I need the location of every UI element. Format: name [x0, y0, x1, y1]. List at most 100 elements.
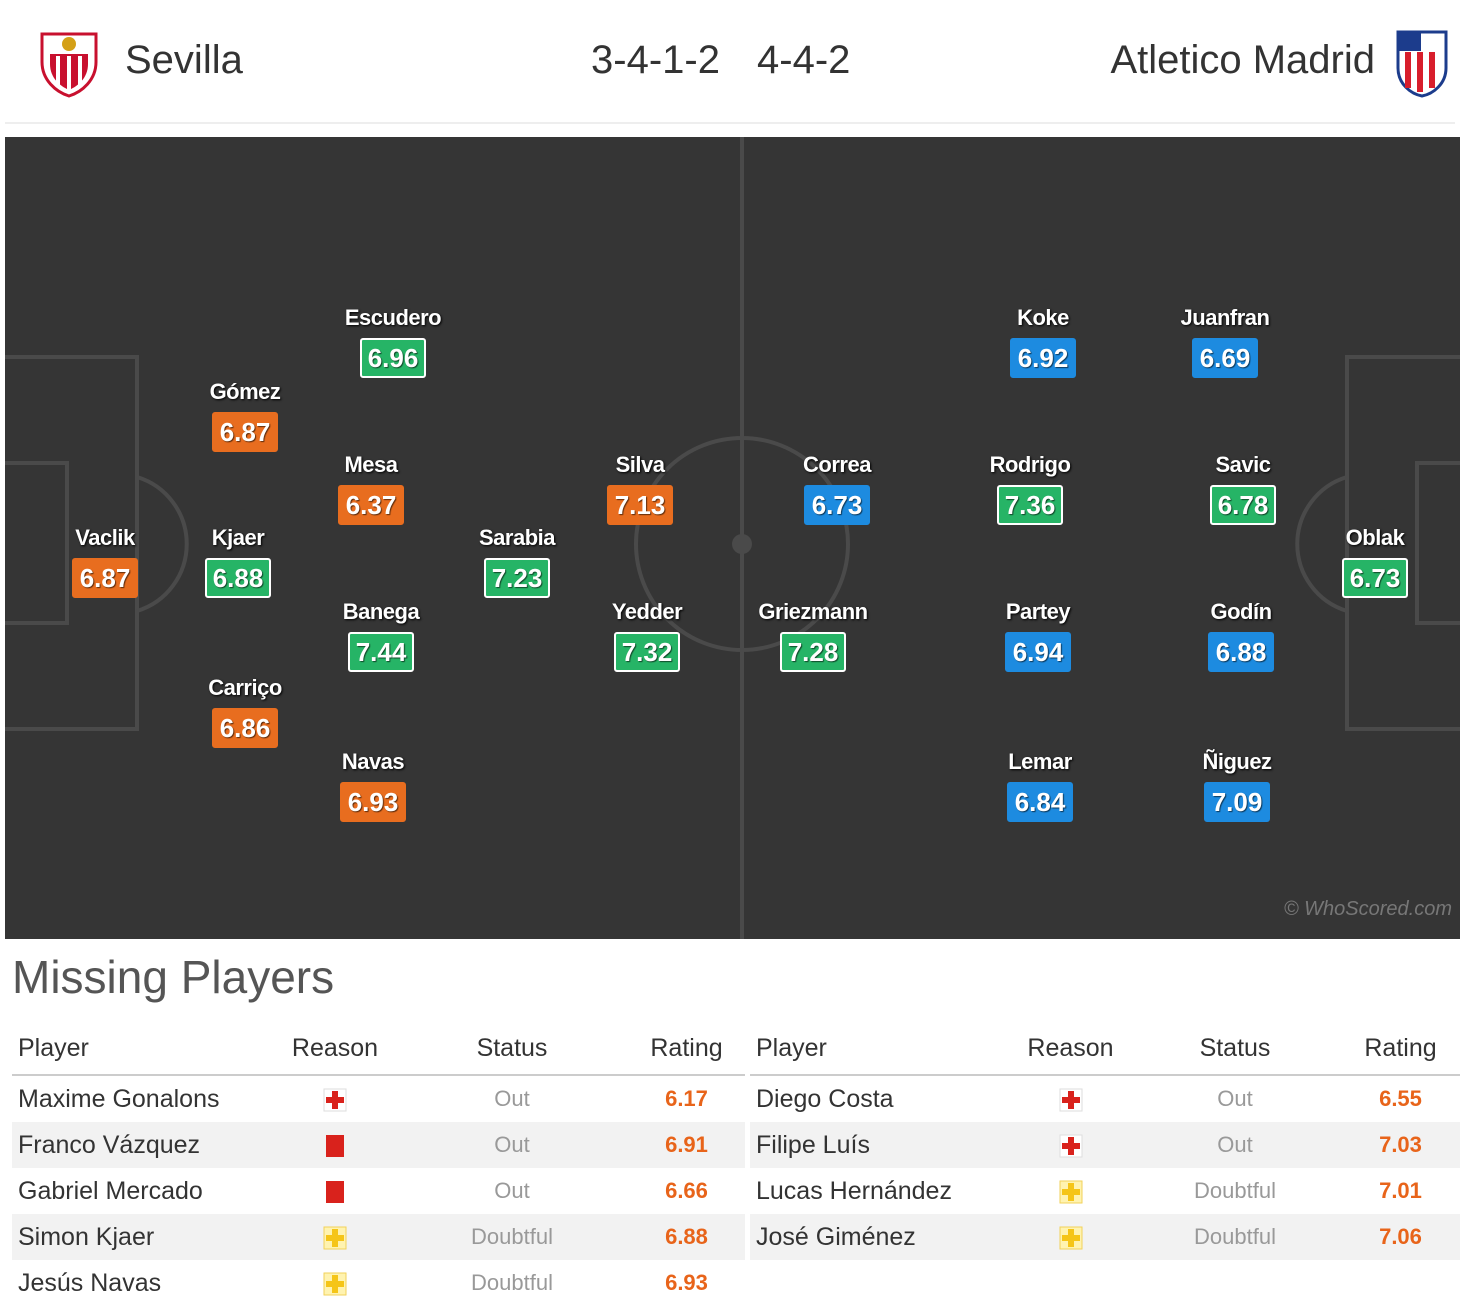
player-griezmann[interactable]: Griezmann 7.28 — [743, 599, 883, 672]
player-name: Gómez — [209, 379, 281, 404]
home-team-name[interactable]: Sevilla — [125, 38, 243, 82]
player-kjaer[interactable]: Kjaer 6.88 — [168, 525, 308, 598]
column-reason[interactable]: Reason — [1012, 1022, 1129, 1076]
player-name: Vaclik — [75, 525, 135, 550]
missing-player-name[interactable]: Gabriel Mercado — [18, 1176, 203, 1205]
player-name: Banega — [342, 599, 420, 624]
player-yedder[interactable]: Yedder 7.32 — [577, 599, 717, 672]
table-row[interactable]: Gabriel Mercado Out 6.66 — [12, 1168, 745, 1214]
red-card-icon — [323, 1134, 347, 1158]
status-cell: Doubtful — [396, 1214, 628, 1260]
missing-player-name[interactable]: José Giménez — [750, 1214, 1012, 1260]
rating-cell: 7.06 — [1341, 1214, 1460, 1260]
sevilla-crest-icon[interactable] — [38, 28, 100, 98]
player-rating: 7.28 — [779, 632, 847, 672]
player-niguez[interactable]: Ñiguez 7.09 — [1167, 749, 1307, 822]
reason-cell — [1012, 1075, 1129, 1122]
player-rating: 6.88 — [204, 558, 272, 598]
player-oblak[interactable]: Oblak 6.73 — [1305, 525, 1445, 598]
rating-cell: 6.93 — [665, 1270, 708, 1295]
column-status[interactable]: Status — [1129, 1022, 1341, 1076]
player-rating: 6.73 — [1341, 558, 1409, 598]
atletico-crest-icon[interactable] — [1395, 28, 1449, 98]
player-rating: 6.93 — [339, 782, 407, 822]
home-missing-table: Player Reason Status Rating Maxime Gonal… — [12, 1022, 745, 1306]
player-rating: 6.94 — [1004, 632, 1072, 672]
player-name: Kjaer — [211, 525, 265, 550]
doubtful-icon — [323, 1272, 347, 1296]
player-name: Oblak — [1345, 525, 1405, 550]
column-reason[interactable]: Reason — [274, 1022, 396, 1076]
missing-player-name[interactable]: Lucas Hernández — [756, 1176, 952, 1205]
pitch: Vaclik 6.87 Gómez 6.87 Kjaer 6.88 Carriç… — [5, 137, 1460, 939]
table-row[interactable]: Diego Costa Out 6.55 — [750, 1075, 1460, 1122]
column-rating[interactable]: Rating — [1341, 1022, 1460, 1076]
player-name: Escudero — [344, 305, 442, 330]
player-juanfran[interactable]: Juanfran 6.69 — [1155, 305, 1295, 378]
reason-cell — [1012, 1168, 1129, 1214]
column-status[interactable]: Status — [396, 1022, 628, 1076]
reason-cell — [274, 1168, 396, 1214]
table-header-row: Player Reason Status Rating — [12, 1022, 745, 1076]
player-name: Juanfran — [1180, 305, 1270, 330]
table-row[interactable]: Jesús Navas Doubtful 6.93 — [12, 1260, 745, 1306]
player-rating: 6.92 — [1009, 338, 1077, 378]
player-partey[interactable]: Partey 6.94 — [968, 599, 1108, 672]
rating-cell: 6.91 — [628, 1122, 745, 1168]
status-cell: Out — [494, 1178, 530, 1203]
table-row[interactable]: Franco Vázquez Out 6.91 — [12, 1122, 745, 1168]
reason-cell — [274, 1075, 396, 1122]
missing-player-name[interactable]: Diego Costa — [756, 1084, 894, 1113]
player-koke[interactable]: Koke 6.92 — [973, 305, 1113, 378]
player-vaclik[interactable]: Vaclik 6.87 — [35, 525, 175, 598]
missing-player-name[interactable]: Franco Vázquez — [12, 1122, 274, 1168]
injury-icon — [1059, 1134, 1083, 1158]
player-name: Godín — [1210, 599, 1272, 624]
player-name: Partey — [1005, 599, 1071, 624]
column-rating[interactable]: Rating — [628, 1022, 745, 1076]
away-missing-table: Player Reason Status Rating Diego Costa O… — [750, 1022, 1460, 1260]
player-mesa[interactable]: Mesa 6.37 — [301, 452, 441, 525]
player-godin[interactable]: Godín 6.88 — [1171, 599, 1311, 672]
status-cell: Out — [396, 1122, 628, 1168]
table-header-row: Player Reason Status Rating — [750, 1022, 1460, 1076]
player-name: Silva — [615, 452, 665, 477]
player-name: Lemar — [1008, 749, 1072, 774]
player-rating: 7.23 — [483, 558, 551, 598]
missing-player-name[interactable]: Maxime Gonalons — [18, 1084, 220, 1113]
player-name: Navas — [341, 749, 405, 774]
player-name: Carriço — [208, 675, 282, 700]
player-sarabia[interactable]: Sarabia 7.23 — [447, 525, 587, 598]
table-row[interactable]: José Giménez Doubtful 7.06 — [750, 1214, 1460, 1260]
player-carrico[interactable]: Carriço 6.86 — [175, 675, 315, 748]
table-row[interactable]: Maxime Gonalons Out 6.17 — [12, 1075, 745, 1122]
player-rating: 6.86 — [211, 708, 279, 748]
home-formation: 3-4-1-2 — [591, 38, 720, 82]
player-escudero[interactable]: Escudero 6.96 — [323, 305, 463, 378]
player-navas[interactable]: Navas 6.93 — [303, 749, 443, 822]
missing-player-name[interactable]: Simon Kjaer — [12, 1214, 274, 1260]
column-player[interactable]: Player — [12, 1022, 274, 1076]
player-rating: 6.78 — [1209, 485, 1277, 525]
player-gomez[interactable]: Gómez 6.87 — [175, 379, 315, 452]
table-row[interactable]: Simon Kjaer Doubtful 6.88 — [12, 1214, 745, 1260]
doubtful-icon — [1059, 1226, 1083, 1250]
player-rating: 6.37 — [337, 485, 405, 525]
away-team-name[interactable]: Atletico Madrid — [1110, 38, 1375, 82]
missing-player-name[interactable]: Filipe Luís — [750, 1122, 1012, 1168]
player-name: Griezmann — [758, 599, 868, 624]
player-correa[interactable]: Correa 6.73 — [767, 452, 907, 525]
player-rating: 7.44 — [347, 632, 415, 672]
player-lemar[interactable]: Lemar 6.84 — [970, 749, 1110, 822]
column-player[interactable]: Player — [750, 1022, 1012, 1076]
missing-player-name[interactable]: Jesús Navas — [18, 1268, 162, 1297]
player-savic[interactable]: Savic 6.78 — [1173, 452, 1313, 525]
table-row[interactable]: Filipe Luís Out 7.03 — [750, 1122, 1460, 1168]
player-silva[interactable]: Silva 7.13 — [570, 452, 710, 525]
injury-icon — [323, 1088, 347, 1112]
table-row[interactable]: Lucas Hernández Doubtful 7.01 — [750, 1168, 1460, 1214]
player-name: Correa — [803, 452, 871, 477]
player-rodrigo[interactable]: Rodrigo 7.36 — [960, 452, 1100, 525]
player-banega[interactable]: Banega 7.44 — [311, 599, 451, 672]
reason-cell — [1012, 1214, 1129, 1260]
